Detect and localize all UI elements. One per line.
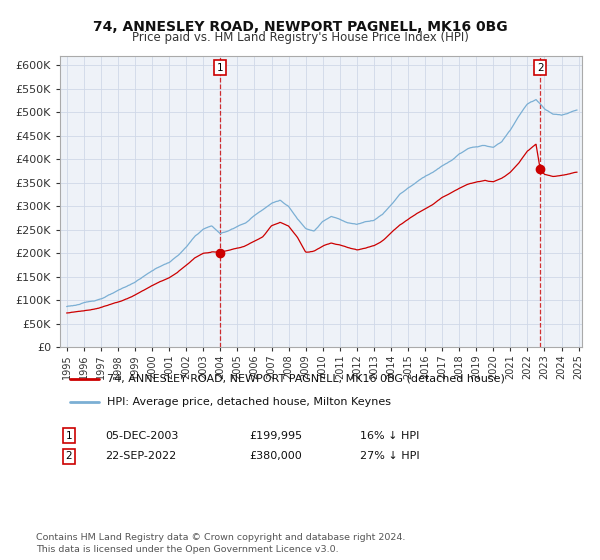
- Text: 22-SEP-2022: 22-SEP-2022: [105, 451, 176, 461]
- Text: 74, ANNESLEY ROAD, NEWPORT PAGNELL, MK16 0BG: 74, ANNESLEY ROAD, NEWPORT PAGNELL, MK16…: [92, 20, 508, 34]
- Text: 2: 2: [65, 451, 73, 461]
- Text: 16% ↓ HPI: 16% ↓ HPI: [360, 431, 419, 441]
- Text: 2: 2: [537, 63, 544, 73]
- Text: £380,000: £380,000: [249, 451, 302, 461]
- Text: Contains HM Land Registry data © Crown copyright and database right 2024.
This d: Contains HM Land Registry data © Crown c…: [36, 533, 406, 554]
- Text: Price paid vs. HM Land Registry's House Price Index (HPI): Price paid vs. HM Land Registry's House …: [131, 31, 469, 44]
- Text: 74, ANNESLEY ROAD, NEWPORT PAGNELL, MK16 0BG (detached house): 74, ANNESLEY ROAD, NEWPORT PAGNELL, MK16…: [107, 374, 505, 384]
- Text: 1: 1: [217, 63, 224, 73]
- Text: 1: 1: [65, 431, 73, 441]
- Text: HPI: Average price, detached house, Milton Keynes: HPI: Average price, detached house, Milt…: [107, 397, 391, 407]
- Text: 27% ↓ HPI: 27% ↓ HPI: [360, 451, 419, 461]
- Text: 05-DEC-2003: 05-DEC-2003: [105, 431, 178, 441]
- Text: £199,995: £199,995: [249, 431, 302, 441]
